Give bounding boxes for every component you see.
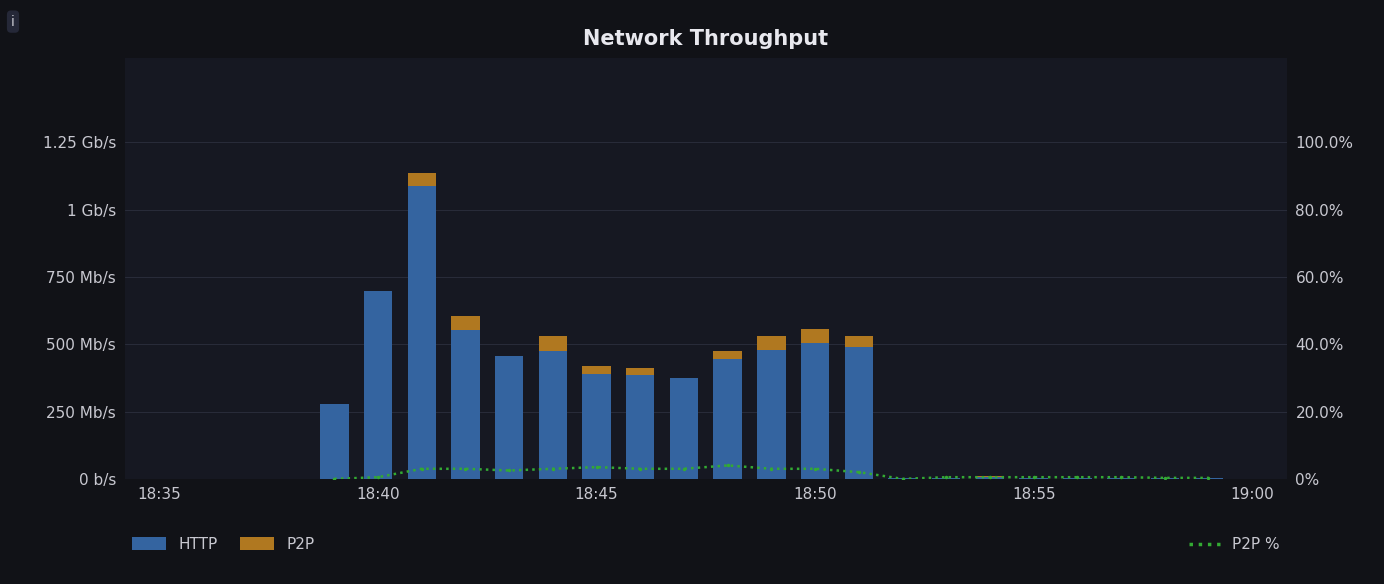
P2P %: [327, 475, 343, 482]
Bar: [407, 173, 436, 186]
P2P %: [807, 465, 823, 472]
Bar: [538, 336, 567, 351]
Bar: [1107, 478, 1135, 479]
P2P %: [851, 468, 868, 475]
Text: i: i: [11, 15, 15, 29]
Bar: [801, 343, 829, 479]
Bar: [714, 350, 742, 359]
Line: P2P %: P2P %: [332, 463, 1211, 481]
Legend: HTTP, P2P: HTTP, P2P: [133, 537, 314, 552]
P2P %: [414, 465, 430, 472]
Bar: [495, 356, 523, 479]
P2P %: [938, 474, 955, 481]
P2P %: [632, 465, 649, 472]
Bar: [583, 366, 610, 374]
Bar: [538, 351, 567, 479]
P2P %: [1113, 474, 1129, 481]
Bar: [976, 477, 1005, 479]
P2P %: [457, 465, 473, 472]
Legend: P2P %: P2P %: [1189, 537, 1279, 552]
Bar: [714, 359, 742, 479]
Bar: [451, 316, 480, 329]
P2P %: [763, 465, 779, 472]
P2P %: [720, 462, 736, 469]
Bar: [801, 329, 829, 343]
Bar: [844, 347, 873, 479]
Bar: [1150, 478, 1179, 479]
P2P %: [1026, 474, 1042, 481]
P2P %: [981, 474, 998, 481]
P2P %: [1157, 474, 1174, 481]
Bar: [407, 186, 436, 479]
Bar: [670, 378, 698, 479]
Bar: [626, 368, 655, 376]
Bar: [364, 290, 392, 479]
P2P %: [1200, 474, 1217, 481]
Title: Network Throughput: Network Throughput: [583, 29, 829, 48]
Bar: [320, 404, 349, 479]
Bar: [757, 336, 786, 350]
Bar: [1020, 478, 1048, 479]
P2P %: [894, 475, 911, 482]
Bar: [757, 350, 786, 479]
Bar: [844, 336, 873, 347]
P2P %: [370, 474, 386, 481]
Bar: [889, 478, 916, 479]
P2P %: [1068, 474, 1085, 481]
Bar: [1063, 478, 1092, 479]
Bar: [1194, 478, 1222, 479]
P2P %: [675, 465, 692, 472]
Bar: [583, 374, 610, 479]
P2P %: [544, 465, 561, 472]
P2P %: [501, 467, 518, 474]
Bar: [626, 376, 655, 479]
Bar: [931, 478, 960, 479]
P2P %: [588, 464, 605, 471]
Bar: [451, 329, 480, 479]
